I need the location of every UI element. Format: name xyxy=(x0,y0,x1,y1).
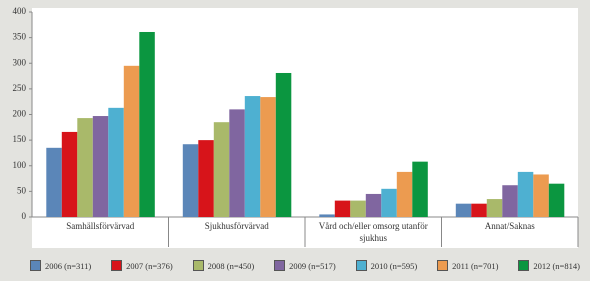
legend-swatch xyxy=(274,260,286,271)
legend-swatch xyxy=(437,260,449,271)
bar xyxy=(275,72,292,217)
legend: 2006 (n=311) 2007 (n=376) 2008 (n=450) 2009… xyxy=(30,260,580,271)
x-tick-label: Sjukhusförvärvad xyxy=(204,221,269,231)
bar xyxy=(108,107,124,217)
bar xyxy=(46,147,62,217)
bar xyxy=(334,200,351,217)
bar xyxy=(319,214,335,217)
bar xyxy=(381,188,397,217)
bar xyxy=(548,183,565,217)
y-tick-label: 300 xyxy=(13,57,27,67)
x-tick-label: Samhällsförvärvad xyxy=(66,221,135,231)
legend-item: 2011 (n=701) xyxy=(437,260,498,271)
y-tick-label: 400 xyxy=(13,6,27,16)
bar xyxy=(350,200,366,217)
legend-item: 2008 (n=450) xyxy=(192,260,255,271)
legend-swatch xyxy=(518,260,530,271)
y-tick-label: 0 xyxy=(22,211,27,221)
bar xyxy=(412,161,428,217)
y-tick-label: 100 xyxy=(13,160,27,170)
legend-item: 2012 (n=814) xyxy=(518,260,580,271)
legend-label: 2012 (n=814) xyxy=(533,260,580,271)
legend-label: 2010 (n=595) xyxy=(370,260,418,271)
legend-swatch xyxy=(192,260,204,271)
bar xyxy=(61,131,78,217)
bar xyxy=(139,31,155,217)
legend-item: 2010 (n=595) xyxy=(355,260,418,271)
legend-label: 2006 (n=311) xyxy=(45,260,92,271)
bar xyxy=(123,65,140,217)
y-tick-label: 150 xyxy=(13,134,27,144)
legend-item: 2009 (n=517) xyxy=(274,260,336,271)
x-tick-label: Annat/Saknas xyxy=(484,221,535,231)
bar xyxy=(182,144,199,217)
legend-label: 2009 (n=517) xyxy=(289,260,336,271)
bar xyxy=(502,185,518,217)
legend-swatch xyxy=(30,260,41,271)
y-tick-label: 50 xyxy=(17,185,27,195)
bar xyxy=(455,203,472,217)
legend-swatch xyxy=(355,260,367,271)
legend-swatch xyxy=(111,260,123,271)
legend-item: 2007 (n=376) xyxy=(111,260,173,271)
bar xyxy=(198,140,214,217)
y-tick-label: 250 xyxy=(13,83,27,93)
legend-label: 2011 (n=701) xyxy=(452,260,499,271)
bar xyxy=(471,203,487,217)
bar xyxy=(486,199,503,217)
legend-label: 2008 (n=450) xyxy=(207,260,255,271)
legend-item: 2006 (n=311) xyxy=(30,260,91,271)
bar xyxy=(365,193,382,217)
bar xyxy=(396,171,413,217)
bar xyxy=(77,118,93,217)
y-tick-label: 350 xyxy=(13,32,27,42)
bar xyxy=(244,96,261,217)
bar xyxy=(517,171,534,217)
bar xyxy=(92,116,109,217)
y-tick-label: 200 xyxy=(13,109,27,119)
bar xyxy=(260,97,276,217)
bar xyxy=(533,174,549,217)
bar xyxy=(213,122,230,217)
x-tick-label: Vård och/eller omsorg utanför sjukhus xyxy=(318,221,428,243)
legend-label: 2007 (n=376) xyxy=(126,260,173,271)
bar xyxy=(229,109,245,217)
